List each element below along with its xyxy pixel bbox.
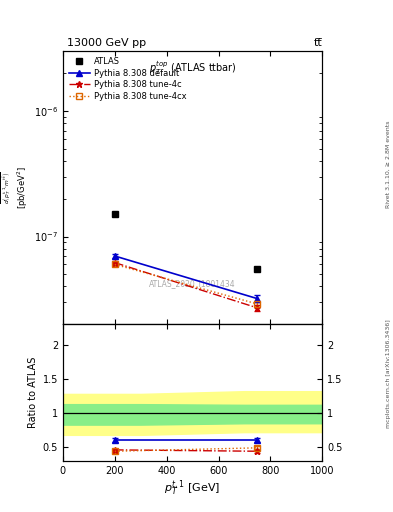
ATLAS: [255, 266, 260, 272]
Text: $p_T^{top}$ (ATLAS ttbar): $p_T^{top}$ (ATLAS ttbar): [149, 59, 237, 77]
X-axis label: $p_T^{t,1}$ [GeV]: $p_T^{t,1}$ [GeV]: [164, 478, 221, 499]
Text: 13000 GeV pp: 13000 GeV pp: [67, 38, 146, 49]
Text: ATLAS_2020_I1801434: ATLAS_2020_I1801434: [149, 279, 236, 288]
Text: tt̅: tt̅: [314, 38, 322, 49]
Legend: ATLAS, Pythia 8.308 default, Pythia 8.308 tune-4c, Pythia 8.308 tune-4cx: ATLAS, Pythia 8.308 default, Pythia 8.30…: [67, 55, 188, 102]
Line: ATLAS: ATLAS: [111, 211, 261, 272]
ATLAS: [112, 211, 117, 218]
Text: mcplots.cern.ch [arXiv:1306.3436]: mcplots.cern.ch [arXiv:1306.3436]: [386, 319, 391, 428]
Y-axis label: Ratio to ATLAS: Ratio to ATLAS: [28, 357, 39, 428]
Text: Rivet 3.1.10, ≥ 2.8M events: Rivet 3.1.10, ≥ 2.8M events: [386, 120, 391, 207]
Y-axis label: $\frac{d^2\sigma}{d\left(p_T^{t,1}{\cdot}m^{t\bar{t}}\right)}$
[pb/GeV$^2$]: $\frac{d^2\sigma}{d\left(p_T^{t,1}{\cdot…: [0, 166, 30, 209]
